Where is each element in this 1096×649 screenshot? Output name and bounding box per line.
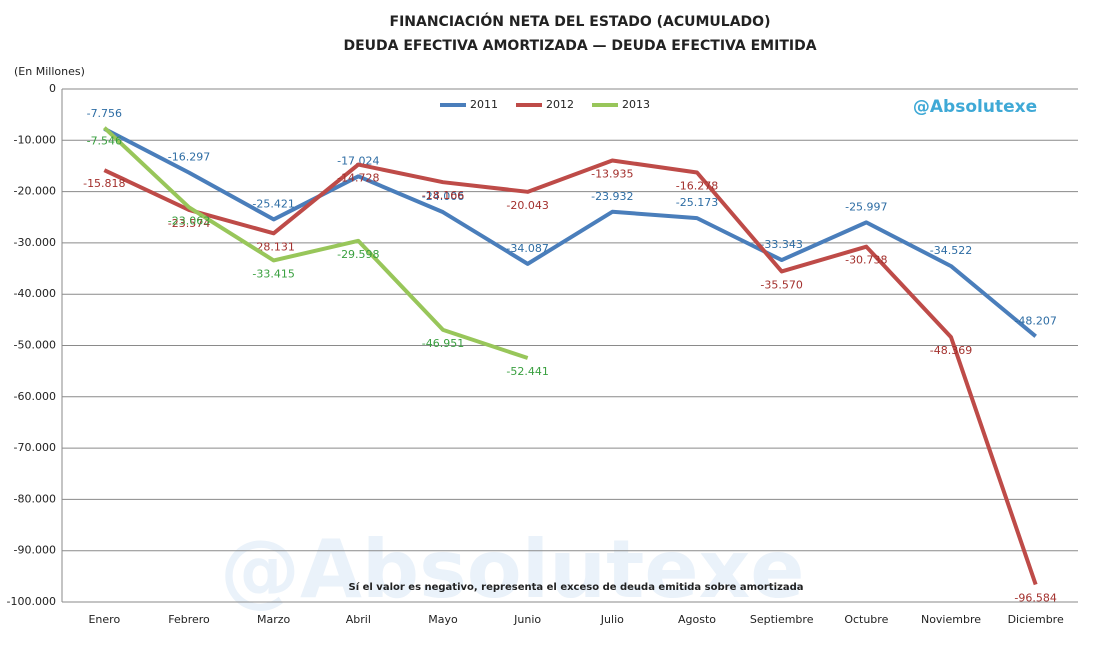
data-label: -23.063 [168,214,210,227]
y-tick-label: -50.000 [14,339,56,352]
x-tick-label: Julio [600,613,624,626]
data-label: -17.024 [337,154,379,167]
annotation: Sí el valor es negativo, representa el e… [349,581,804,593]
data-label: -29.598 [337,248,379,261]
data-label: -96.584 [1014,591,1056,604]
data-label: -33.415 [252,267,294,280]
y-axis-label: (En Millones) [14,65,85,78]
x-tick-label: Abril [346,613,371,626]
legend-label: 2011 [470,98,498,111]
data-label: -16.297 [168,151,210,164]
data-label: -25.997 [845,200,887,213]
x-tick-label: Diciembre [1008,613,1064,626]
y-tick-label: 0 [49,82,56,95]
data-label: -15.818 [83,177,125,190]
data-label: -16.278 [676,180,718,193]
data-label: -30.738 [845,254,887,267]
y-tick-label: -30.000 [14,236,56,249]
data-label: -25.173 [676,196,718,209]
y-tick-label: -70.000 [14,441,56,454]
data-label: -48.207 [1014,314,1056,327]
data-label: -24.006 [422,190,464,203]
data-label: -46.951 [422,337,464,350]
y-tick-label: -90.000 [14,544,56,557]
x-tick-label: Junio [513,613,541,626]
x-tick-label: Septiembre [750,613,814,626]
data-label: -23.574 [168,217,210,230]
chart-title: FINANCIACIÓN NETA DEL ESTADO (ACUMULADO) [390,12,771,30]
data-label: -7.756 [87,107,122,120]
y-tick-label: -80.000 [14,492,56,505]
data-label: -52.441 [506,365,548,378]
x-tick-label: Agosto [678,613,716,626]
data-label: -28.131 [252,240,294,253]
series-line [103,158,1038,586]
legend-label: 2013 [622,98,650,111]
data-label: -13.935 [591,167,633,180]
y-tick-label: -60.000 [14,390,56,403]
data-label: -35.570 [760,278,802,291]
y-tick-label: -10.000 [14,133,56,146]
data-label: -18.166 [422,189,464,202]
chart-subtitle: DEUDA EFECTIVA AMORTIZADA — DEUDA EFECTI… [343,38,816,54]
y-tick-label: -40.000 [14,287,56,300]
series-line [103,127,1037,338]
legend-label: 2012 [546,98,574,111]
data-label: -34.522 [930,244,972,257]
data-label: -34.087 [506,242,548,255]
series-line [102,126,529,360]
data-label: -33.343 [760,238,802,251]
x-tick-label: Noviembre [921,613,981,626]
x-tick-label: Octubre [844,613,888,626]
data-label: -25.421 [252,197,294,210]
y-tick-label: -100.000 [7,595,56,608]
data-label: -7.546 [87,135,122,148]
watermark: @Absolutexe [913,97,1037,117]
y-tick-label: -20.000 [14,185,56,198]
data-label: -48.369 [930,344,972,357]
data-label: -14.728 [337,172,379,185]
x-tick-label: Enero [88,613,120,626]
x-tick-label: Mayo [428,613,458,626]
data-label: -20.043 [506,199,548,212]
x-tick-label: Marzo [257,613,291,626]
watermark-bg: @Absolutexe [220,523,805,616]
data-label: -23.932 [591,190,633,203]
x-tick-label: Febrero [168,613,210,626]
